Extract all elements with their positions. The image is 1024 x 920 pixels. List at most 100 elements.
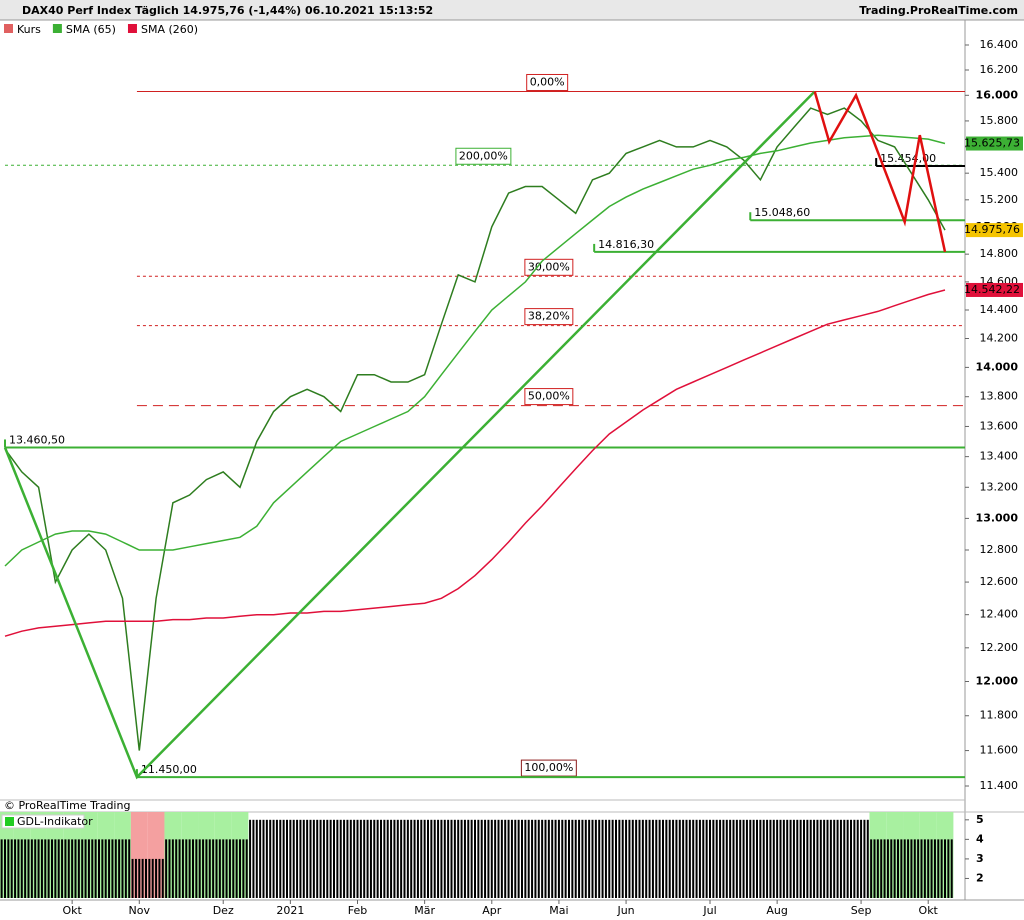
last-value-label: 15.625,73 bbox=[964, 137, 1020, 150]
indicator-bar bbox=[145, 858, 147, 898]
indicator-bar bbox=[762, 819, 765, 898]
x-tick-label: Jun bbox=[616, 904, 634, 917]
indicator-bar bbox=[453, 819, 456, 898]
indicator-bar bbox=[363, 819, 366, 898]
indicator-bar bbox=[269, 819, 272, 898]
indicator-bar bbox=[235, 839, 238, 898]
indicator-bar bbox=[279, 819, 282, 898]
indicator-bar bbox=[507, 819, 510, 898]
indicator-bar bbox=[380, 819, 382, 898]
x-tick-label: 2021 bbox=[276, 904, 304, 917]
indicator-bar bbox=[544, 819, 547, 898]
y-tick-label: 13.200 bbox=[980, 480, 1019, 493]
indicator-bar bbox=[171, 839, 174, 898]
indicator-bar bbox=[111, 839, 114, 898]
indicator-bar bbox=[108, 839, 111, 898]
y-tick-label: 15.400 bbox=[980, 166, 1019, 179]
indicator-bar bbox=[487, 819, 490, 898]
indicator-bar bbox=[161, 858, 164, 898]
indicator-bar bbox=[383, 819, 386, 898]
indicator-bar bbox=[215, 839, 218, 898]
indicator-bar bbox=[286, 819, 288, 898]
indicator-bar bbox=[353, 819, 356, 898]
indicator-tick-label: 5 bbox=[976, 813, 984, 826]
indicator-bar bbox=[242, 839, 245, 898]
indicator-bar bbox=[662, 819, 664, 898]
indicator-bar bbox=[756, 819, 758, 898]
indicator-bar bbox=[460, 819, 463, 898]
indicator-bar bbox=[239, 839, 241, 898]
indicator-bar bbox=[937, 839, 940, 898]
y-tick-label: 12.200 bbox=[980, 641, 1019, 654]
indicator-bar bbox=[568, 819, 570, 898]
indicator-bar bbox=[860, 819, 863, 898]
indicator-zone bbox=[0, 812, 14, 898]
indicator-bar bbox=[175, 839, 178, 898]
x-tick-label: Jul bbox=[702, 904, 716, 917]
indicator-bar bbox=[745, 819, 748, 898]
indicator-bar bbox=[4, 839, 6, 898]
indicator-bar bbox=[396, 819, 399, 898]
indicator-bar bbox=[27, 839, 30, 898]
indicator-bar bbox=[709, 819, 711, 898]
indicator-bar bbox=[618, 819, 621, 898]
indicator-bar bbox=[682, 819, 685, 898]
indicator-bar bbox=[695, 819, 698, 898]
indicator-bar bbox=[413, 819, 416, 898]
indicator-bar bbox=[873, 839, 876, 898]
indicator-legend-swatch bbox=[5, 817, 14, 826]
y-tick-label: 11.600 bbox=[980, 744, 1019, 757]
indicator-bar bbox=[443, 819, 446, 898]
indicator-bar bbox=[91, 839, 94, 898]
indicator-bar bbox=[880, 839, 883, 898]
y-tick-label: 12.000 bbox=[976, 674, 1019, 687]
indicator-bar bbox=[655, 819, 658, 898]
y-tick-label: 12.800 bbox=[980, 543, 1019, 556]
indicator-bar bbox=[688, 819, 691, 898]
indicator-legend-box bbox=[1, 814, 85, 829]
indicator-bar bbox=[37, 839, 40, 898]
indicator-bar bbox=[376, 819, 379, 898]
indicator-bar bbox=[524, 819, 527, 898]
indicator-bar bbox=[77, 839, 80, 898]
indicator-bar bbox=[856, 819, 859, 898]
indicator-bar bbox=[94, 839, 97, 898]
indicator-bar bbox=[537, 819, 540, 898]
indicator-bar bbox=[866, 819, 869, 898]
indicator-bar bbox=[940, 839, 943, 898]
indicator-bar bbox=[638, 819, 641, 898]
legend-label: Kurs bbox=[17, 23, 41, 36]
indicator-bar bbox=[155, 858, 158, 898]
indicator-bar bbox=[668, 819, 671, 898]
y-tick-label: 14.800 bbox=[980, 247, 1019, 260]
source: Trading.ProRealTime.com bbox=[859, 4, 1018, 17]
indicator-bar bbox=[302, 819, 305, 898]
indicator-bar bbox=[772, 819, 775, 898]
y-tick-label: 11.400 bbox=[980, 779, 1019, 792]
indicator-bar bbox=[205, 839, 208, 898]
indicator-bar bbox=[678, 819, 681, 898]
indicator-bar bbox=[803, 819, 805, 898]
indicator-bar bbox=[339, 819, 342, 898]
indicator-bar bbox=[789, 819, 792, 898]
indicator-bar bbox=[893, 839, 896, 898]
indicator-bar bbox=[282, 819, 285, 898]
indicator-bar bbox=[64, 839, 67, 898]
indicator-bar bbox=[698, 819, 701, 898]
copyright: © ProRealTime Trading bbox=[4, 799, 130, 812]
indicator-bar bbox=[897, 839, 899, 898]
indicator-bar bbox=[403, 819, 406, 898]
indicator-bar bbox=[672, 819, 675, 898]
indicator-bar bbox=[51, 839, 53, 898]
indicator-bar bbox=[665, 819, 668, 898]
indicator-bar bbox=[255, 819, 258, 898]
y-tick-label: 13.400 bbox=[980, 450, 1019, 463]
y-tick-label: 15.800 bbox=[980, 114, 1019, 127]
indicator-bar bbox=[433, 819, 436, 898]
indicator-bar bbox=[833, 819, 836, 898]
indicator-bar bbox=[947, 839, 950, 898]
indicator-bar bbox=[635, 819, 638, 898]
indicator-bar bbox=[628, 819, 631, 898]
indicator-bar bbox=[900, 839, 903, 898]
indicator-bar bbox=[863, 819, 866, 898]
